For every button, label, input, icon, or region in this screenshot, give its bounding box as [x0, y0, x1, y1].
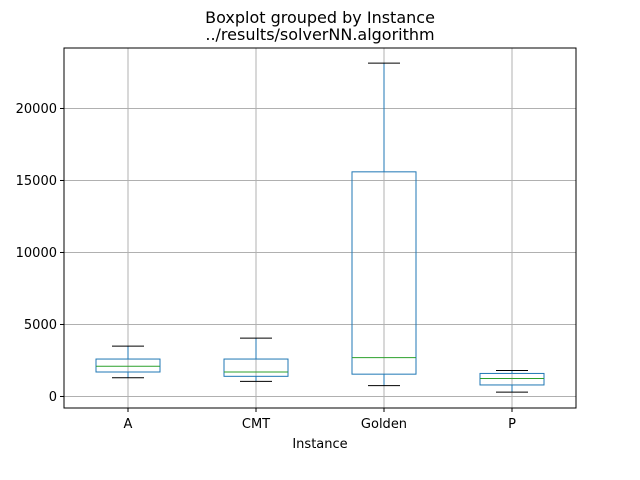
x-axis-label: Instance [292, 437, 347, 452]
grid-lines [64, 48, 576, 408]
y-tick-label: 10000 [16, 246, 57, 261]
chart-subtitle: ../results/solverNN.algorithm [205, 25, 434, 44]
y-tick-label: 5000 [24, 318, 57, 333]
box-p [479, 372, 545, 386]
chart-title: Boxplot grouped by Instance [205, 8, 435, 27]
x-tick-label: CMT [242, 417, 270, 432]
x-tick-label: A [124, 417, 133, 432]
x-tick-label: P [508, 417, 516, 432]
plot-frame [63, 47, 577, 409]
boxes-layer [95, 62, 545, 393]
y-tick-label: 15000 [16, 174, 57, 189]
y-tick-label: 0 [49, 390, 57, 405]
axis-ticks: 0 5000 10000 15000 20000 A CMT Golden P [16, 102, 516, 432]
box-cmt [223, 358, 289, 377]
x-tick-label: Golden [361, 417, 407, 432]
y-tick-label: 20000 [16, 102, 57, 117]
box-golden [351, 171, 417, 375]
box-a [95, 358, 161, 373]
